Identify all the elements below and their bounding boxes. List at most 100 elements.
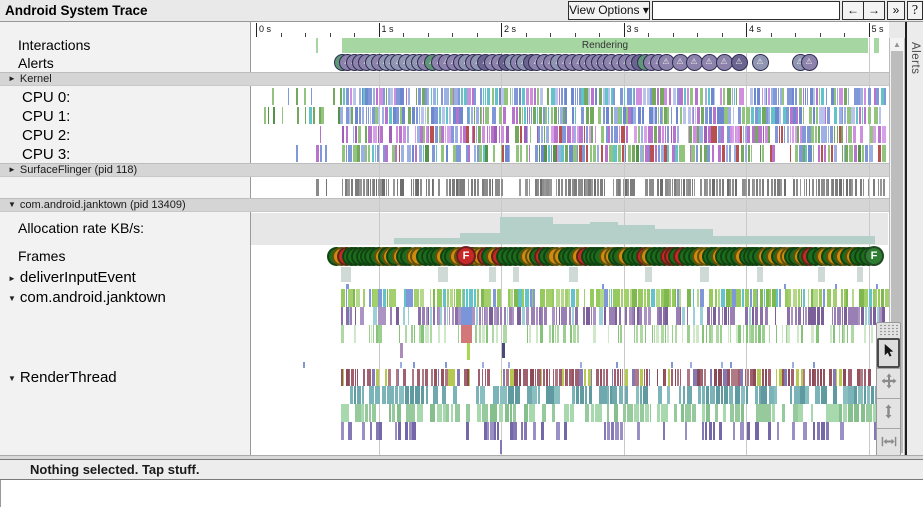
trace-slice[interactable] bbox=[714, 88, 716, 105]
trace-slice[interactable] bbox=[851, 289, 854, 307]
trace-slice[interactable] bbox=[391, 145, 396, 162]
trace-slice[interactable] bbox=[864, 289, 868, 307]
trace-slice[interactable] bbox=[691, 107, 694, 124]
trace-slice[interactable] bbox=[634, 88, 636, 105]
trace-slice[interactable] bbox=[346, 107, 349, 124]
trace-slice[interactable] bbox=[633, 179, 636, 196]
trace-slice[interactable] bbox=[817, 307, 821, 325]
trace-slice[interactable] bbox=[431, 179, 433, 196]
trace-slice[interactable] bbox=[827, 289, 832, 307]
trace-slice[interactable] bbox=[533, 107, 537, 124]
trace-slice[interactable] bbox=[487, 88, 491, 105]
trace-slice[interactable] bbox=[851, 307, 855, 325]
trace-slice[interactable] bbox=[554, 386, 561, 404]
trace-slice[interactable] bbox=[767, 179, 769, 196]
trace-slice[interactable] bbox=[806, 179, 808, 196]
trace-slice[interactable] bbox=[662, 126, 664, 143]
trace-slice[interactable] bbox=[860, 179, 862, 196]
trace-slice[interactable] bbox=[690, 362, 693, 368]
kernel-section-header[interactable]: ► Kernel bbox=[0, 72, 889, 86]
trace-slice[interactable] bbox=[807, 126, 811, 143]
trace-slice[interactable] bbox=[416, 107, 419, 124]
trace-slice[interactable] bbox=[450, 126, 454, 143]
trace-slice[interactable] bbox=[847, 404, 853, 422]
trace-slice[interactable] bbox=[588, 179, 591, 196]
trace-slice[interactable] bbox=[781, 126, 784, 143]
trace-slice[interactable] bbox=[354, 107, 358, 124]
trace-slice[interactable] bbox=[530, 107, 533, 124]
trace-slice[interactable] bbox=[559, 107, 563, 124]
trace-slice[interactable] bbox=[489, 179, 491, 196]
trace-slice[interactable] bbox=[792, 179, 795, 196]
trace-slice[interactable] bbox=[417, 88, 422, 105]
trace-slice[interactable] bbox=[705, 325, 708, 343]
trace-slice[interactable] bbox=[881, 307, 886, 325]
trace-slice[interactable] bbox=[726, 179, 729, 196]
trace-slice[interactable] bbox=[543, 126, 545, 143]
trace-slice[interactable] bbox=[446, 289, 450, 307]
trace-slice[interactable] bbox=[535, 325, 539, 343]
trace-slice[interactable] bbox=[874, 107, 878, 124]
trace-slice[interactable] bbox=[483, 145, 486, 162]
trace-slice[interactable] bbox=[410, 179, 413, 196]
trace-slice[interactable] bbox=[396, 107, 400, 124]
trace-slice[interactable] bbox=[493, 126, 498, 143]
trace-slice[interactable] bbox=[353, 145, 357, 162]
trace-slice[interactable] bbox=[588, 386, 593, 404]
trace-slice[interactable] bbox=[792, 289, 797, 307]
trace-slice[interactable] bbox=[673, 179, 676, 196]
trace-slice[interactable] bbox=[565, 88, 568, 105]
trace-slice[interactable] bbox=[493, 307, 497, 325]
trace-slice[interactable] bbox=[514, 88, 517, 105]
trace-slice[interactable] bbox=[443, 289, 447, 307]
trace-slice[interactable] bbox=[629, 307, 632, 325]
trace-slice[interactable] bbox=[352, 126, 355, 143]
trace-slice[interactable] bbox=[686, 88, 689, 105]
trace-slice[interactable] bbox=[550, 145, 553, 162]
rendering-interaction-bar[interactable]: Rendering bbox=[342, 38, 868, 53]
trace-slice[interactable] bbox=[772, 404, 776, 422]
trace-slice[interactable] bbox=[541, 422, 545, 440]
trace-slice[interactable] bbox=[682, 307, 686, 325]
trace-slice[interactable] bbox=[826, 422, 829, 440]
trace-slice[interactable] bbox=[692, 307, 696, 325]
trace-slice[interactable] bbox=[841, 289, 844, 307]
trace-slice[interactable] bbox=[627, 179, 630, 196]
trace-slice[interactable] bbox=[369, 386, 375, 404]
trace-slice[interactable] bbox=[675, 145, 679, 162]
trace-slice[interactable] bbox=[356, 289, 360, 307]
trace-slice[interactable] bbox=[412, 422, 416, 440]
trace-slice[interactable] bbox=[693, 126, 697, 143]
help-button[interactable]: ? bbox=[907, 1, 923, 20]
trace-slice[interactable] bbox=[390, 386, 394, 404]
trace-slice[interactable] bbox=[867, 307, 870, 325]
trace-slice[interactable] bbox=[670, 107, 672, 124]
trace-slice[interactable] bbox=[408, 88, 411, 105]
trace-slice[interactable] bbox=[787, 325, 790, 343]
trace-slice[interactable] bbox=[403, 126, 407, 143]
trace-slice[interactable] bbox=[580, 386, 584, 404]
trace-slice[interactable] bbox=[375, 179, 378, 196]
trace-slice[interactable] bbox=[813, 145, 815, 162]
trace-slice[interactable] bbox=[617, 179, 620, 196]
trace-slice[interactable] bbox=[433, 386, 438, 404]
trace-slice[interactable] bbox=[799, 126, 802, 143]
trace-slice[interactable] bbox=[557, 145, 561, 162]
trace-slice[interactable] bbox=[758, 126, 762, 143]
trace-slice[interactable] bbox=[471, 126, 473, 143]
trace-slice[interactable] bbox=[665, 307, 669, 325]
trace-slice[interactable] bbox=[729, 386, 734, 404]
allocation-area-step[interactable] bbox=[618, 225, 655, 244]
trace-slice[interactable] bbox=[369, 422, 373, 440]
trace-slice[interactable] bbox=[540, 88, 544, 105]
trace-slice[interactable] bbox=[500, 179, 503, 196]
trace-slice[interactable] bbox=[639, 325, 643, 343]
trace-slice[interactable] bbox=[376, 325, 378, 343]
frame-marker-f[interactable]: F bbox=[456, 246, 476, 266]
trace-slice[interactable] bbox=[812, 307, 817, 325]
trace-slice[interactable] bbox=[842, 404, 848, 422]
trace-slice[interactable] bbox=[692, 289, 694, 307]
trace-slice[interactable] bbox=[754, 386, 758, 404]
trace-slice[interactable] bbox=[875, 284, 878, 289]
trace-slice[interactable] bbox=[664, 404, 669, 422]
